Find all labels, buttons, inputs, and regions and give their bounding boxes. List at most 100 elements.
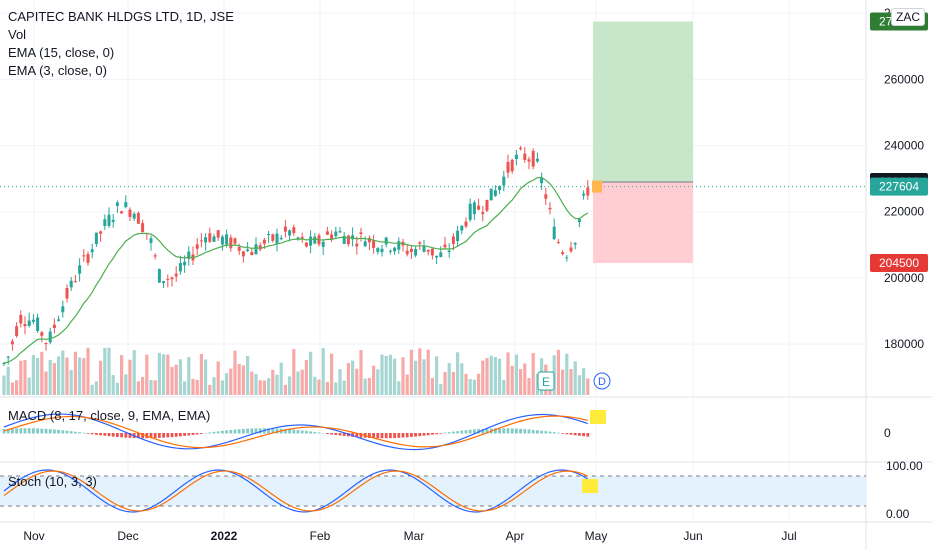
candle-body xyxy=(334,231,338,237)
volume-bar xyxy=(422,359,426,395)
volume-bar xyxy=(111,374,115,395)
volume-bar xyxy=(300,369,304,395)
macd-histogram-bar xyxy=(237,429,241,434)
macd-histogram-bar xyxy=(61,430,65,434)
macd-label[interactable]: MACD (8, 17, close, 9, EMA, EMA) xyxy=(8,408,211,423)
candle-body xyxy=(57,319,61,321)
macd-histogram-bar xyxy=(229,429,233,434)
volume-bar xyxy=(120,355,124,395)
volume-bar xyxy=(313,376,317,395)
macd-histogram-bar xyxy=(187,433,191,436)
candle-body xyxy=(569,247,573,252)
candle-body xyxy=(405,250,409,255)
macd-histogram-bar xyxy=(19,428,23,434)
volume-bar xyxy=(519,369,523,395)
candle-body xyxy=(489,188,493,201)
macd-histogram-bar xyxy=(254,428,258,434)
volume-bar xyxy=(216,361,220,395)
candle-body xyxy=(460,225,464,231)
candle-body xyxy=(426,249,430,252)
price-tag-stop: 204500 xyxy=(879,256,919,270)
candle-body xyxy=(262,239,266,244)
earnings-marker: E xyxy=(537,371,555,391)
macd-histogram-bar xyxy=(389,433,392,439)
volume-bar xyxy=(124,374,128,395)
candle-body xyxy=(178,263,182,272)
volume-bar xyxy=(359,350,363,395)
volume-bar xyxy=(103,347,107,395)
volume-bar xyxy=(577,375,581,395)
macd-histogram-bar xyxy=(99,433,102,436)
volume-bar xyxy=(69,369,73,395)
candle-body xyxy=(552,226,556,240)
volume-bar xyxy=(342,380,346,395)
volume-bar xyxy=(246,355,250,395)
macd-histogram-bar xyxy=(443,432,447,434)
macd-histogram-bar xyxy=(578,433,581,436)
legend-ema15[interactable]: EMA (15, close, 0) xyxy=(8,45,115,60)
volume-bar xyxy=(401,357,405,395)
stoch-label[interactable]: Stoch (10, 3, 3) xyxy=(8,474,97,489)
legend-vol[interactable]: Vol xyxy=(8,27,27,42)
candle-body xyxy=(271,234,275,241)
volume-bar xyxy=(498,358,502,395)
macd-histogram-bar xyxy=(141,433,144,439)
legend-ema3[interactable]: EMA (3, close, 0) xyxy=(8,63,107,78)
volume-bar xyxy=(338,369,342,395)
legend-title[interactable]: CAPITEC BANK HLDGS LTD, 1D, JSE xyxy=(8,9,234,24)
candle-body xyxy=(69,280,73,288)
candle-body xyxy=(132,213,136,219)
volume-bar xyxy=(309,351,313,395)
candle-body xyxy=(86,254,90,263)
macd-histogram-bar xyxy=(523,429,527,434)
macd-flag xyxy=(590,410,606,424)
macd-histogram-bar xyxy=(452,431,455,434)
macd-histogram-bar xyxy=(103,433,107,436)
candle-body xyxy=(166,278,170,280)
candle-body xyxy=(481,212,485,215)
macd-histogram-bar xyxy=(116,433,119,438)
macd-histogram-bar xyxy=(183,433,186,436)
loss-zone xyxy=(593,181,693,264)
candle-body xyxy=(170,277,174,280)
macd-histogram-bar xyxy=(111,433,115,437)
macd-histogram-bar xyxy=(284,428,287,434)
candle-body xyxy=(115,202,119,206)
currency-badge[interactable]: ZAC xyxy=(891,8,925,26)
x-tick-label: 2022 xyxy=(211,529,238,543)
candle-body xyxy=(309,236,313,246)
volume-bar xyxy=(565,353,569,395)
candle-body xyxy=(254,244,258,255)
macd-histogram-bar xyxy=(456,431,459,434)
candle-body xyxy=(27,320,31,326)
macd-histogram-bar xyxy=(166,433,170,438)
candle-body xyxy=(61,306,65,313)
macd-line xyxy=(3,413,588,451)
volume-bar xyxy=(493,357,497,395)
stoch-d-line xyxy=(3,470,589,512)
volume-bar xyxy=(65,357,69,395)
volume-bar xyxy=(262,380,266,395)
macd-histogram-bar xyxy=(380,433,384,439)
volume-bar xyxy=(128,359,132,395)
macd-histogram-bar xyxy=(95,433,98,435)
volume-bar xyxy=(225,373,229,395)
volume-bar xyxy=(586,378,590,395)
candle-body xyxy=(90,249,94,253)
volume-bar xyxy=(317,379,321,395)
candle-body xyxy=(73,281,77,283)
volume-bar xyxy=(254,373,258,395)
candle-body xyxy=(136,212,140,224)
macd-histogram-bar xyxy=(359,433,363,438)
macd-histogram-bar xyxy=(57,429,60,434)
macd-histogram-bar xyxy=(128,433,132,438)
candle-body xyxy=(288,230,292,236)
volume-bar xyxy=(456,352,460,395)
stoch-pane xyxy=(0,469,866,513)
volume-bar xyxy=(136,381,140,395)
macd-histogram-bar xyxy=(397,433,401,438)
macd-histogram-bar xyxy=(78,432,81,434)
candle-body xyxy=(120,211,124,214)
